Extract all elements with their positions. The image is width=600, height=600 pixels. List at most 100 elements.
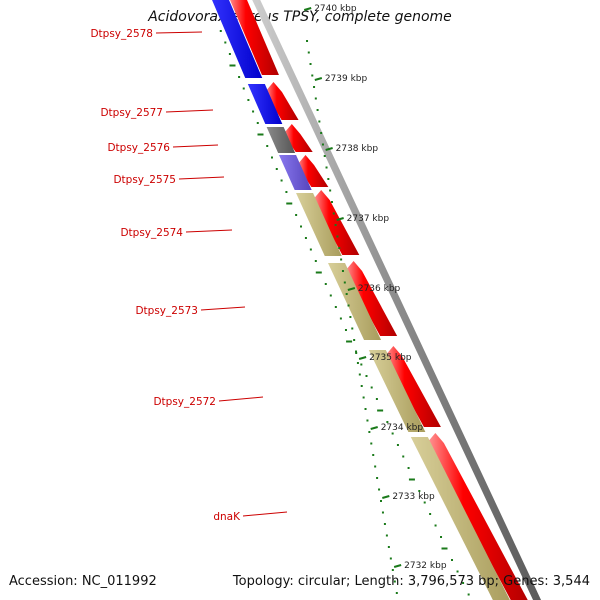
ruler-tick	[336, 217, 344, 221]
inner-tick	[242, 87, 245, 90]
inner-tick	[229, 64, 236, 67]
ruler-dot	[321, 143, 324, 146]
inner-tick	[360, 363, 363, 366]
ruler-label: 2740 kbp	[314, 4, 357, 14]
ruler-dot	[362, 396, 365, 399]
inner-tick	[252, 110, 255, 113]
ruler-dot	[380, 500, 382, 502]
ruler-dot	[368, 431, 371, 433]
inner-tick	[408, 478, 415, 481]
gene-label: dnaK	[213, 511, 241, 523]
ruler-dot	[349, 316, 352, 318]
inner-tick	[344, 329, 347, 331]
ruler-dot	[340, 258, 343, 261]
gene-leader-line	[218, 396, 264, 402]
inner-tick	[396, 444, 399, 446]
forward-gene-arrow	[230, 0, 279, 75]
ruler-dot	[366, 419, 369, 422]
ruler-dot	[338, 247, 341, 249]
inner-tick	[434, 524, 437, 527]
inner-tick	[440, 536, 443, 538]
ruler-label: 2737 kbp	[347, 214, 390, 224]
ruler-label: 2734 kbp	[381, 423, 424, 433]
gene-block-khaki	[296, 193, 342, 256]
forward-gene-arrow	[312, 190, 360, 255]
inner-tick	[270, 156, 273, 159]
ruler-tick	[358, 356, 367, 360]
inner-tick	[309, 248, 312, 251]
ruler-dot	[318, 120, 321, 123]
ruler-dot	[336, 235, 339, 238]
gene-leader-line	[185, 229, 233, 233]
forward-gene-arrow	[297, 155, 329, 187]
ruler-dot	[323, 155, 326, 157]
ruler-dot	[385, 534, 388, 537]
inner-tick	[314, 260, 317, 262]
inner-tick	[370, 386, 373, 389]
gene-block-slate	[279, 155, 312, 190]
inner-tick	[238, 76, 241, 78]
inner-tick	[377, 409, 384, 412]
ruler-dot	[332, 212, 335, 215]
inner-tick	[334, 306, 337, 308]
ruler-dot	[383, 523, 386, 525]
inner-tick	[286, 202, 293, 205]
ruler-label: 2736 kbp	[358, 284, 401, 294]
gene-label: Dtpsy_2572	[153, 396, 216, 408]
gene-leader-line	[242, 511, 288, 517]
ruler-dot	[316, 109, 319, 111]
ruler-dot	[347, 304, 350, 307]
inner-tick	[355, 352, 358, 354]
ruler-dot	[325, 166, 328, 169]
inner-tick	[456, 570, 459, 573]
ruler-dot	[345, 293, 348, 295]
inner-tick	[256, 122, 259, 124]
inner-tick	[375, 398, 378, 400]
inner-tick	[275, 168, 278, 170]
ruler-tick	[314, 77, 323, 81]
ruler-dot	[389, 557, 392, 560]
inner-tick	[386, 421, 389, 423]
inner-tick	[462, 582, 465, 584]
inner-tick	[365, 375, 368, 377]
gene-label: Dtpsy_2574	[120, 227, 183, 239]
ruler-dot	[343, 281, 346, 284]
gene-leader-line	[200, 306, 246, 311]
ruler-tick	[325, 147, 333, 151]
inner-tick	[451, 559, 454, 561]
ruler-dot	[351, 327, 354, 330]
inner-tick	[418, 490, 421, 492]
ruler-dot	[330, 201, 333, 203]
ruler-tick	[370, 426, 378, 430]
ruler-dot	[358, 373, 361, 376]
ruler-dot	[364, 408, 367, 410]
ruler-dot	[387, 546, 390, 548]
ruler-dot	[314, 97, 317, 100]
inner-tick	[224, 41, 227, 44]
kbp-ruler: 2740 kbp 2739 kbp 2738 kbp 2737 kbp 2736 kbp…	[219, 4, 470, 596]
inner-tick	[339, 317, 342, 320]
inner-tick	[429, 513, 432, 515]
ruler-dot	[320, 132, 323, 134]
ruler-dot	[370, 442, 373, 445]
ruler-dot	[393, 580, 396, 583]
inner-tick	[315, 271, 322, 274]
ruler-dot	[313, 86, 316, 88]
ruler-dot	[395, 592, 398, 594]
inner-tick	[423, 501, 426, 504]
inner-tick	[257, 133, 264, 136]
ruler-label: 2732 kbp	[404, 561, 447, 571]
inner-tick	[441, 547, 448, 550]
ruler-dot	[360, 385, 363, 387]
gene-labels: Dtpsy_2578 Dtpsy_2577 Dtpsy_2576 Dtpsy_2575…	[90, 28, 288, 523]
gene-leader-line	[172, 144, 219, 148]
ruler-dot	[309, 63, 312, 65]
gene-label: Dtpsy_2573	[135, 305, 198, 317]
ruler-dot	[391, 569, 394, 571]
ruler-label: 2733 kbp	[392, 492, 435, 502]
gene-label: Dtpsy_2578	[90, 28, 153, 40]
gene-leader-line	[155, 31, 203, 34]
gene-block-khaki	[368, 350, 426, 432]
gene-block-khaki	[410, 437, 510, 600]
inner-tick	[295, 214, 298, 216]
